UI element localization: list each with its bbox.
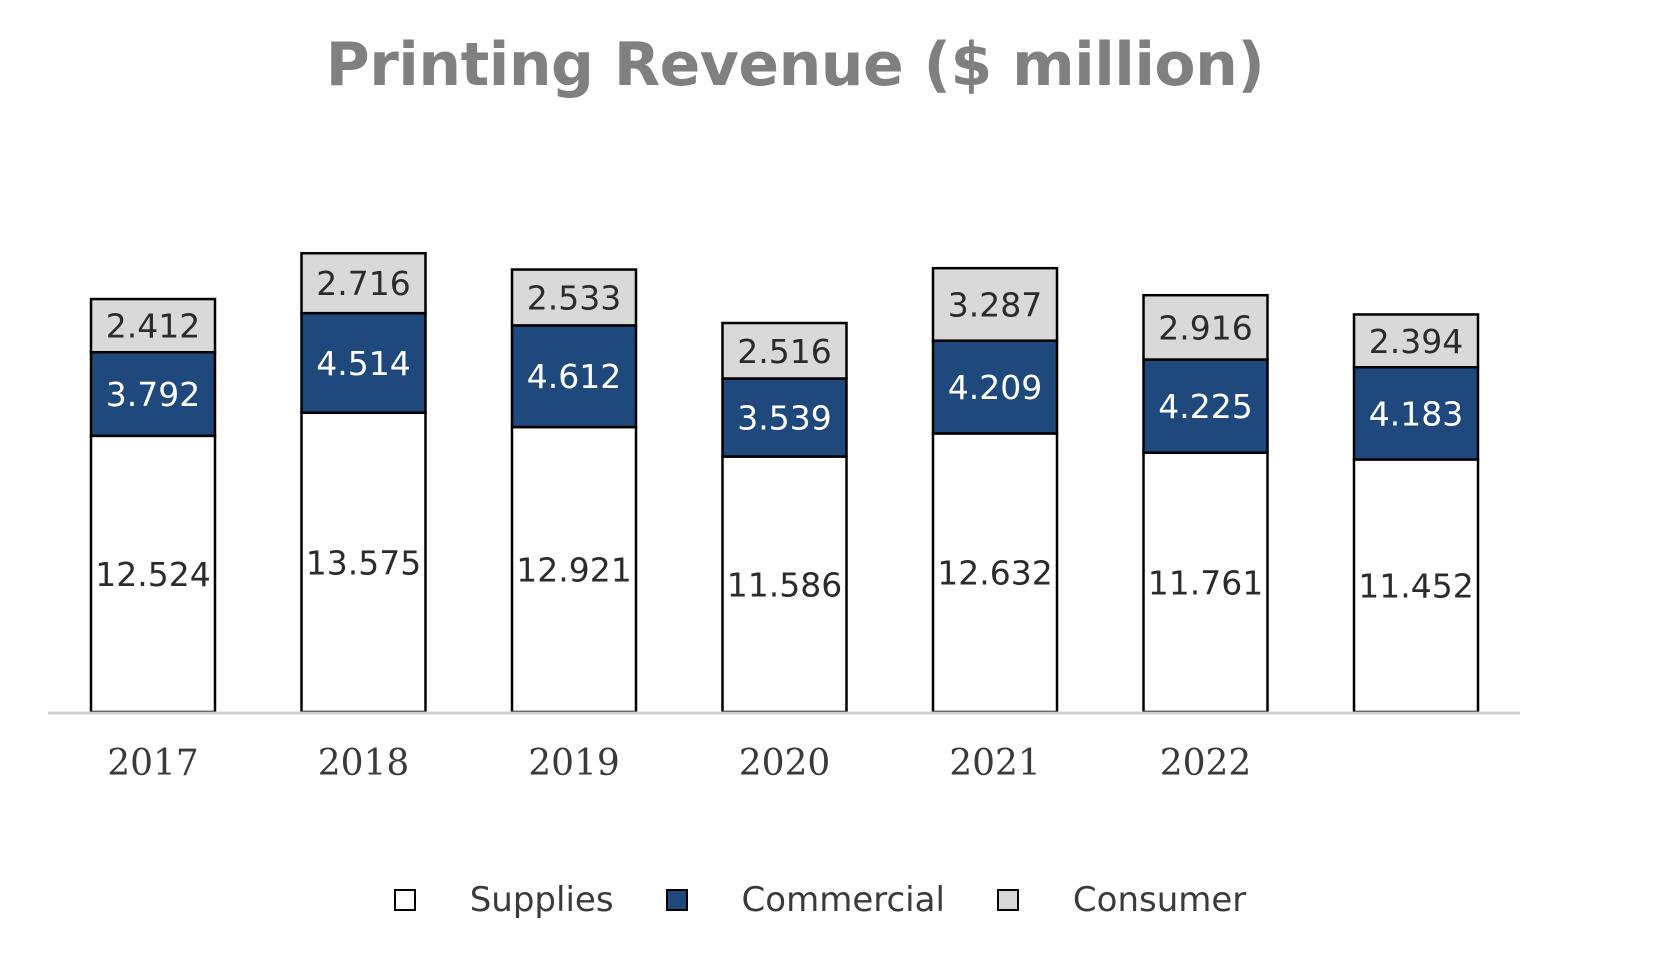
x-tick-label-2020: 2020 [739,743,831,784]
legend-swatch-consumer [996,889,1019,911]
bar-supplies-2021 [931,432,1059,714]
data-label-supplies-2019: 12.921 [516,551,631,590]
data-label-commercial-2019: 4.612 [527,357,621,396]
data-label-supplies-2017: 12.524 [95,555,210,594]
legend-swatch-supplies [393,889,416,911]
legend-item-supplies: Supplies [393,880,614,920]
data-labels-layer: 12.524 3.792 2.412 13.575 4.514 2.716 12.921 4.… [95,264,1473,606]
data-label-supplies-bar7: 11.452 [1358,567,1473,606]
bar-consumer-2017 [89,297,217,354]
bar-consumer-2019 [510,268,638,327]
x-tick-label-2019: 2019 [528,743,620,784]
data-label-commercial-2020: 3.539 [737,399,831,438]
legend-label-supplies: Supplies [469,880,614,920]
x-tick-labels: 2017 2018 2019 2020 2021 2022 [107,743,1251,784]
bar-commercial-2020 [721,377,848,458]
legend-label-consumer: Consumer [1072,880,1247,920]
bar-consumer-bar7 [1352,313,1480,369]
data-label-commercial-2017: 3.792 [106,375,200,414]
data-label-supplies-2018: 13.575 [306,543,421,582]
data-label-consumer-2017: 2.412 [106,307,200,346]
bars-layer [89,251,1480,714]
x-tick-label-2018: 2018 [318,743,410,784]
data-label-consumer-2018: 2.716 [316,264,410,303]
x-tick-label-2022: 2022 [1160,743,1252,784]
legend-item-commercial: Commercial [665,880,945,920]
bar-supplies-2022 [1142,451,1269,714]
legend: Supplies Commercial Consumer [0,880,1640,920]
data-label-commercial-bar7: 4.183 [1369,394,1463,433]
stacked-bar-chart: 12.524 3.792 2.412 13.575 4.514 2.716 12.921 4.… [48,251,1520,784]
bar-consumer-2018 [300,251,427,315]
legend-swatch-commercial [665,889,688,911]
data-label-consumer-2019: 2.533 [527,278,621,317]
x-tick-label-2021: 2021 [949,743,1041,784]
data-label-supplies-2021: 12.632 [937,554,1052,593]
x-tick-label-2017: 2017 [107,743,199,784]
bar-supplies-2017 [89,434,217,714]
legend-label-commercial: Commercial [741,880,945,920]
legend-item-consumer: Consumer [996,880,1247,920]
bar-commercial-bar7 [1352,365,1480,461]
bar-consumer-2021 [931,266,1059,342]
bar-commercial-2019 [510,324,638,429]
data-label-supplies-2022: 11.761 [1148,563,1263,602]
data-label-consumer-bar7: 2.394 [1369,322,1463,361]
bar-consumer-2020 [721,321,848,380]
data-label-consumer-2022: 2.916 [1158,308,1252,347]
bar-supplies-2019 [510,425,638,714]
bar-commercial-2018 [300,311,427,414]
bar-supplies-bar7 [1352,458,1480,714]
data-label-commercial-2018: 4.514 [316,344,410,383]
bar-commercial-2022 [1142,358,1269,454]
data-label-commercial-2022: 4.225 [1158,387,1252,426]
data-label-consumer-2020: 2.516 [737,332,831,371]
data-label-commercial-2021: 4.209 [948,368,1042,407]
chart-title: Printing Revenue ($ million) [325,30,1265,100]
data-label-supplies-2020: 11.586 [727,565,842,604]
bar-consumer-2022 [1142,293,1269,361]
data-label-consumer-2021: 3.287 [948,285,1042,324]
